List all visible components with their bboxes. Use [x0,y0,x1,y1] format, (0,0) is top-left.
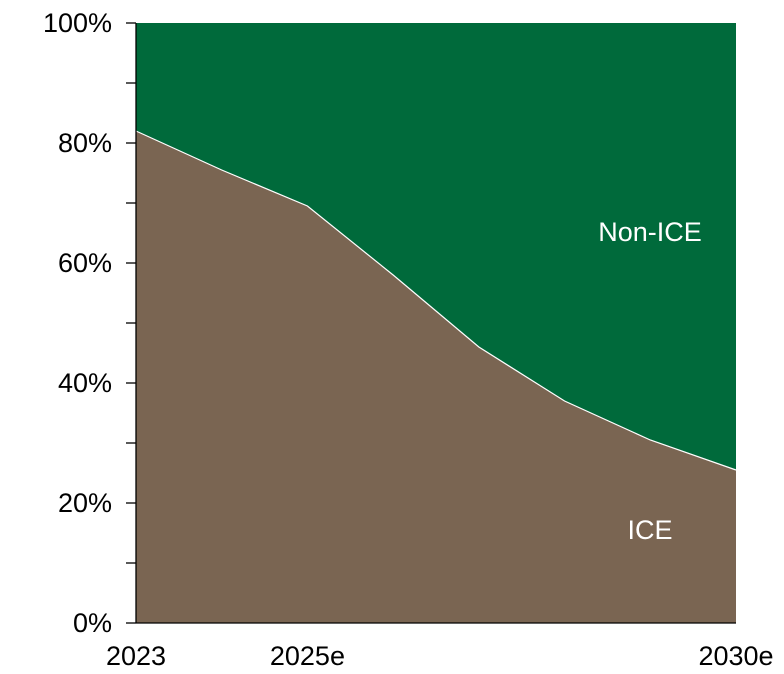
plot-area [135,23,737,623]
y-tick-label: 40% [58,368,112,398]
series-boundary-line [135,130,737,471]
series-label-non-ice: Non-ICE [598,217,702,247]
non-ice-area [136,23,736,470]
x-tick-label: 2030e [698,641,773,671]
y-tick-label: 100% [43,8,112,38]
ice-area [136,131,736,623]
y-tick-label: 0% [73,608,112,638]
x-tick-label: 2025e [270,641,345,671]
y-axis: 0% 20% 40% 60% 80% 100% [43,8,137,638]
y-tick-label: 20% [58,488,112,518]
y-tick-label: 60% [58,248,112,278]
x-tick-label: 2023 [106,641,166,671]
y-tick-label: 80% [58,128,112,158]
series-label-ice: ICE [627,515,672,545]
x-axis: 2023 2025e 2030e [106,622,774,671]
